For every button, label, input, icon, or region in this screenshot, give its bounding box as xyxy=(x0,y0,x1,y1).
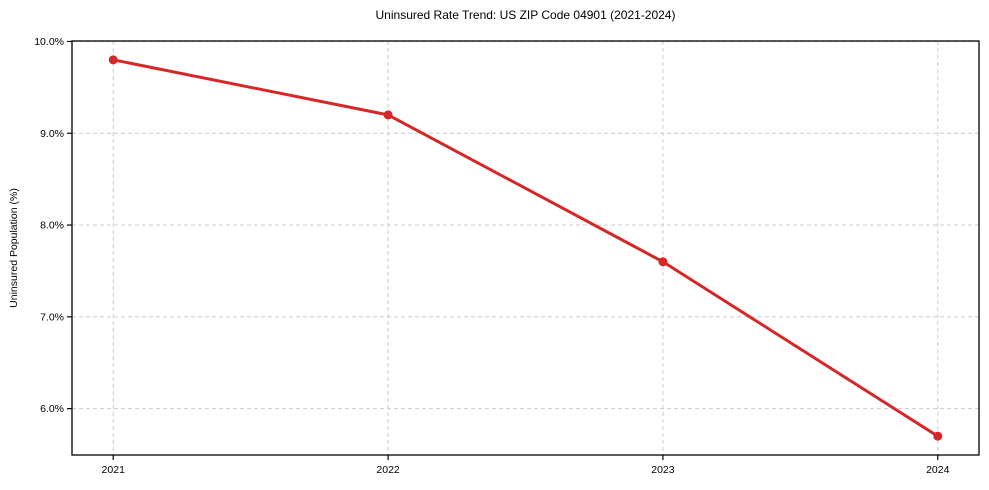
data-point-2024 xyxy=(933,431,943,441)
data-point-2023 xyxy=(658,257,668,267)
plot-border xyxy=(71,40,980,456)
chart-title: Uninsured Rate Trend: US ZIP Code 04901 … xyxy=(375,8,676,22)
y-tick-label: 6.0% xyxy=(40,403,64,415)
x-tick-label: 2023 xyxy=(651,464,675,476)
y-tick-label: 9.0% xyxy=(40,128,64,140)
x-tick-label: 2021 xyxy=(102,464,126,476)
y-tick-label: 10.0% xyxy=(34,36,64,48)
data-point-2021 xyxy=(108,55,118,65)
y-tick-label: 8.0% xyxy=(40,220,64,232)
y-tick-label: 7.0% xyxy=(40,311,64,323)
x-tick-label: 2024 xyxy=(926,464,950,476)
x-tick-label: 2022 xyxy=(376,464,400,476)
trend-line xyxy=(111,58,940,438)
data-point-2022 xyxy=(383,110,393,120)
